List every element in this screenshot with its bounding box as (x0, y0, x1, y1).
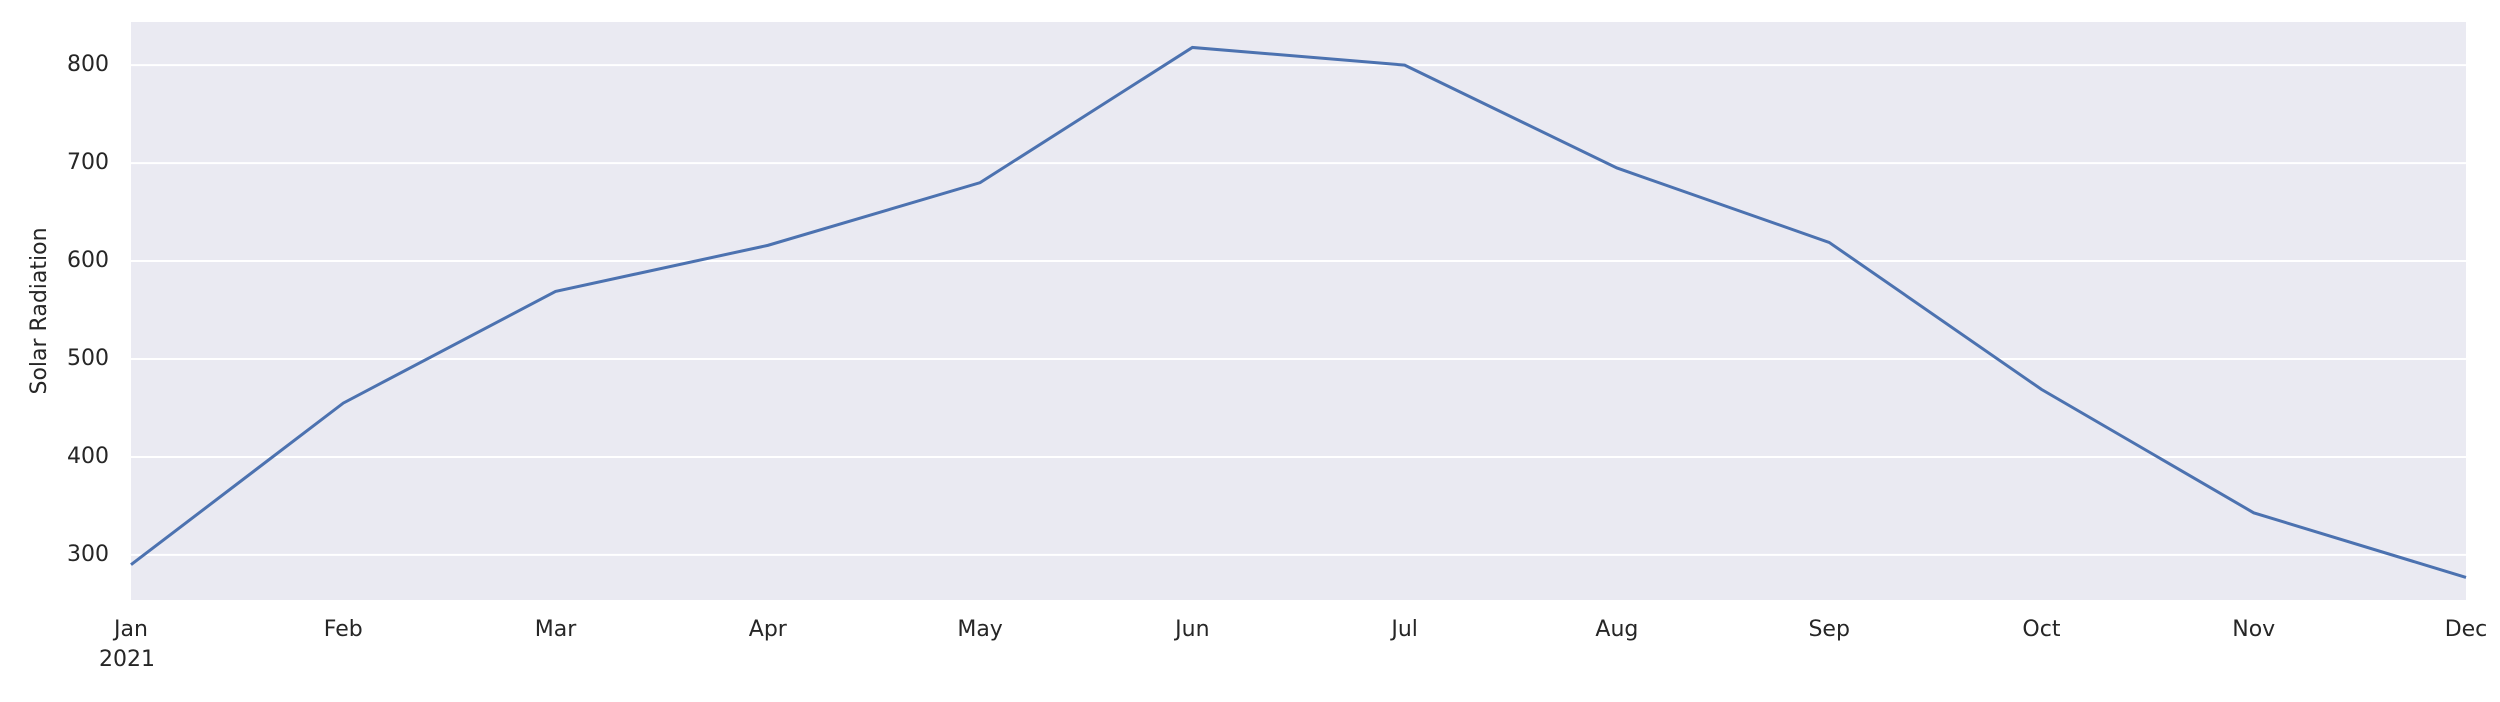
y-tick-label: 600 (67, 248, 109, 273)
y-tick-label: 400 (67, 444, 109, 469)
x-year-label: 2021 (99, 647, 155, 672)
y-tick-label: 300 (67, 542, 109, 567)
y-tick-label: 800 (67, 52, 109, 77)
x-tick-label: Apr (749, 617, 788, 642)
data-line (130, 45, 2467, 579)
y-tick-label: 500 (67, 346, 109, 371)
x-tick-label: Sep (1808, 617, 1849, 642)
x-tick-label: May (957, 617, 1002, 642)
y-tick-label: 700 (67, 150, 109, 175)
x-tick-label: Mar (535, 617, 577, 642)
x-tick-label: Feb (324, 617, 363, 642)
x-tick-label: Jan (112, 617, 148, 642)
x-tick-label: Jul (1389, 617, 1418, 642)
x-tick-label: Dec (2445, 617, 2488, 642)
x-tick-label: Jun (1173, 617, 1209, 642)
y-axis-label: Solar Radiation (27, 227, 52, 394)
x-tick-label: Oct (2022, 617, 2060, 642)
plot-area (131, 22, 2466, 600)
x-tick-label: Aug (1595, 617, 1638, 642)
x-tick-label: Nov (2232, 617, 2275, 642)
